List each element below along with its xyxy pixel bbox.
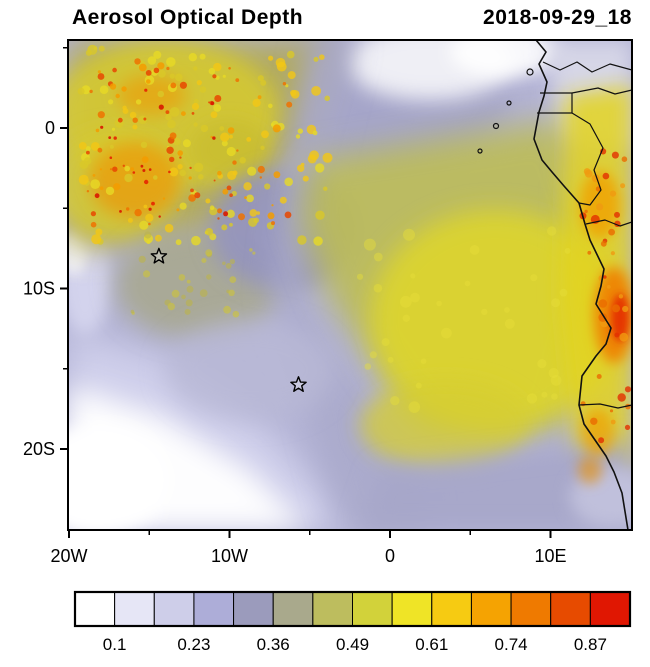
x-tick-label: 10E [534, 546, 566, 566]
border-path [571, 112, 604, 206]
colorbar-swatch [431, 591, 472, 627]
page-title: Aerosol Optical Depth [72, 6, 303, 29]
colorbar-swatch [193, 591, 235, 627]
colorbar-swatch [352, 591, 393, 627]
y-tick-label: 10S [23, 279, 55, 299]
star-marker [150, 247, 168, 264]
border-path [542, 61, 632, 73]
island-outline [526, 68, 534, 76]
colorbar: 0.1 0.23 0.36 0.49 0.61 0.74 0.87 [73, 590, 632, 654]
border-path [571, 87, 632, 95]
x-tick-label: 20W [50, 546, 87, 566]
colorbar-swatch [470, 591, 512, 627]
colorbar-swatch [114, 591, 155, 627]
border-path [578, 403, 632, 409]
colorbar-swatch [550, 591, 591, 627]
colorbar-swatch [233, 591, 274, 627]
colorbar-tick-label: 0.87 [574, 635, 607, 654]
star-marker [290, 376, 307, 392]
colorbar-swatch [391, 591, 433, 627]
colorbar-swatch [272, 591, 314, 627]
border-path [585, 219, 632, 227]
map-plot [68, 40, 632, 530]
station-markers [150, 247, 307, 392]
islands [477, 68, 534, 154]
border-path [537, 92, 573, 114]
colorbar-tick-label: 0.23 [177, 635, 210, 654]
axes: 20W 10W 0 10E 0 10S 20S [23, 39, 633, 566]
colorbar-frame [73, 590, 632, 628]
colorbar-tick-label: 0.49 [336, 635, 369, 654]
colorbar-swatch [510, 591, 552, 627]
country-borders [537, 61, 632, 409]
timestamp-label: 2018-09-29_18 [483, 6, 632, 29]
colorbar-swatch [589, 591, 631, 627]
colorbar-tick-label: 0.61 [415, 635, 448, 654]
coastline-path [533, 40, 629, 530]
colorbar-tick-label: 0.36 [257, 635, 290, 654]
colorbar-tick-label: 0.1 [103, 635, 127, 654]
aod-speckles [77, 44, 632, 444]
y-tick-label: 0 [45, 118, 55, 138]
colorbar-swatch [312, 591, 353, 627]
colorbar-tick-label: 0.74 [495, 635, 528, 654]
y-tick-label: 20S [23, 439, 55, 459]
island-outline [506, 100, 512, 106]
island-outline [477, 148, 483, 154]
coastline [533, 40, 629, 530]
plot-border [67, 39, 633, 531]
x-tick-label: 0 [385, 546, 395, 566]
x-tick-label: 10W [211, 546, 248, 566]
colorbar-swatch [153, 591, 195, 627]
aod-field [68, 40, 632, 530]
colorbar-swatch [74, 591, 116, 627]
island-outline [492, 122, 500, 130]
